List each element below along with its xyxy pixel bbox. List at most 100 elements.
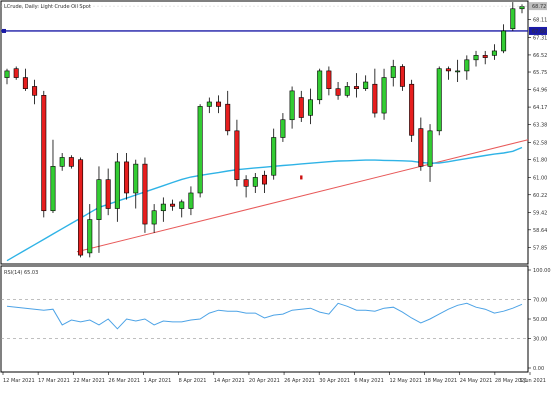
date-tick-label: 12 Mar 2021 xyxy=(3,378,35,384)
candle-body xyxy=(206,101,212,107)
candle xyxy=(455,59,461,83)
candle xyxy=(22,68,28,91)
date-tick-label: 28 May 2021 xyxy=(495,378,528,384)
candle xyxy=(427,124,433,182)
candle xyxy=(50,139,56,213)
candle-body xyxy=(243,179,249,187)
price-tick-label: 66.52 xyxy=(533,53,547,59)
level-price-label: 67.60 xyxy=(532,29,546,35)
current-price-tag xyxy=(529,2,547,11)
candle xyxy=(399,64,405,91)
candle-body xyxy=(307,99,313,116)
candle-body xyxy=(13,68,19,78)
candle-body xyxy=(197,106,203,194)
candle xyxy=(179,199,185,218)
candle-body xyxy=(188,192,194,209)
rsi-tick-label: 0.00 xyxy=(533,366,544,372)
trade-marker xyxy=(300,175,303,180)
candle xyxy=(353,73,359,98)
date-tick-label: 26 Mar 2021 xyxy=(108,378,140,384)
date-tick-label: 18 May 2021 xyxy=(425,378,458,384)
candle xyxy=(271,128,277,180)
rsi-label: RSI(14) 65.03 xyxy=(4,270,38,276)
rsi-panel-frame xyxy=(0,265,529,373)
date-tick-label: 8 Apr 2021 xyxy=(179,378,207,384)
candle xyxy=(243,175,249,198)
candle xyxy=(96,166,102,253)
date-tick-label: 12 May 2021 xyxy=(389,378,422,384)
horizontal-level-handle xyxy=(2,28,6,33)
date-tick-label: 3 Jun 2021 xyxy=(519,378,546,384)
price-tick-label: 60.22 xyxy=(533,193,547,199)
candle xyxy=(133,159,139,209)
date-tick-label: 1 Apr 2021 xyxy=(144,378,172,384)
candle xyxy=(280,113,286,142)
rsi-tick-label: 100.00 xyxy=(533,268,551,274)
candle xyxy=(390,59,396,87)
date-tick-label: 6 May 2021 xyxy=(354,378,383,384)
candle xyxy=(87,204,93,258)
candle xyxy=(501,24,507,54)
candle xyxy=(41,90,47,218)
candle-body xyxy=(105,179,111,209)
candle xyxy=(473,50,479,67)
candle xyxy=(68,155,74,169)
candle-body xyxy=(280,119,286,138)
candle-body xyxy=(482,55,488,58)
rsi-tick-label: 70.00 xyxy=(533,297,547,303)
date-tick-label: 30 Apr 2021 xyxy=(319,378,350,384)
candle-body xyxy=(41,95,47,212)
candle-body xyxy=(68,157,74,167)
price-tick-label: 67.31 xyxy=(533,35,547,41)
candle-body xyxy=(372,83,378,114)
price-tick-label: 65.75 xyxy=(533,70,547,76)
candle xyxy=(381,68,387,120)
candle xyxy=(142,157,148,233)
candle xyxy=(464,55,470,80)
candle-body xyxy=(22,77,28,89)
candle xyxy=(519,4,525,14)
candle xyxy=(372,68,378,118)
candle-body xyxy=(170,203,176,207)
moving-average-line xyxy=(6,146,523,262)
candle-body xyxy=(32,86,38,96)
candle-body xyxy=(363,81,369,89)
candle xyxy=(298,90,304,122)
candle-body xyxy=(133,163,139,194)
candle-body xyxy=(59,157,65,167)
price-tick-label: 64.17 xyxy=(533,105,547,111)
candle-body xyxy=(234,130,240,180)
candle-body xyxy=(114,161,120,209)
candle xyxy=(252,173,258,193)
candle-body xyxy=(4,70,10,78)
candle-body xyxy=(473,55,479,61)
price-tick-label: 63.38 xyxy=(533,123,547,129)
candle-body xyxy=(455,70,461,73)
price-tick-label: 68.11 xyxy=(533,18,547,24)
candle xyxy=(78,157,84,258)
candle-body xyxy=(353,86,359,89)
candle-body xyxy=(216,101,222,107)
candle xyxy=(436,66,442,136)
candle-body xyxy=(160,203,166,212)
price-tick-label: 61.00 xyxy=(533,175,547,181)
candle-body xyxy=(271,137,277,176)
level-price-tag xyxy=(529,26,547,35)
candle-body xyxy=(87,219,93,254)
support-trendline xyxy=(76,139,529,253)
date-tick-label: 22 Mar 2021 xyxy=(73,378,105,384)
candle-body xyxy=(491,50,497,56)
price-series xyxy=(1,2,529,262)
candle-body xyxy=(445,68,451,72)
candle-body xyxy=(409,83,415,136)
candle-body xyxy=(124,161,130,194)
candle xyxy=(510,2,516,31)
rsi-tick-label: 30.00 xyxy=(533,337,547,343)
candle xyxy=(307,88,313,125)
candle xyxy=(4,68,10,85)
candle-body xyxy=(335,88,341,96)
candle xyxy=(344,82,350,98)
candle xyxy=(326,66,332,96)
candle xyxy=(13,66,19,80)
